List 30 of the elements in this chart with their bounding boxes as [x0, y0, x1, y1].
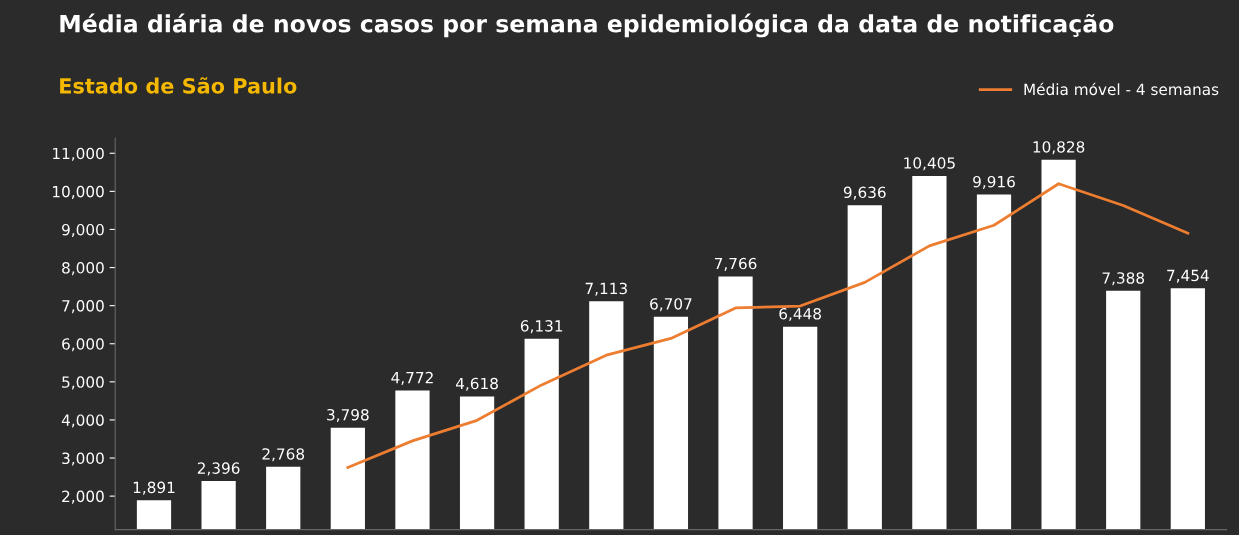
data-label: 4,772	[391, 371, 433, 385]
data-label: 6,131	[520, 320, 563, 334]
y-tick-label: 6,000	[62, 338, 104, 352]
data-label: 3,798	[327, 408, 369, 423]
data-label: 7,454	[1167, 269, 1209, 283]
legend-label: Média móvel - 4 semanas	[1024, 82, 1219, 96]
y-tick-label: 3,000	[62, 452, 104, 466]
data-label: 10,828	[1033, 141, 1085, 155]
data-label: 7,388	[1102, 272, 1145, 286]
data-label: 9,916	[973, 175, 1015, 189]
data-label: 6,448	[779, 308, 821, 322]
y-tick-label: 4,000	[61, 414, 104, 428]
data-label: 4,618	[455, 377, 498, 391]
chart-subtitle: Estado de São Paulo	[60, 77, 297, 94]
data-label: 7,766	[714, 257, 757, 271]
y-tick-label: 8,000	[62, 262, 104, 276]
data-label: 1,891	[133, 481, 175, 495]
y-tick-label: 5,000	[62, 376, 104, 390]
data-label: 10,405	[904, 157, 955, 171]
chart-title: Média diária de novos casos por semana epidemiológica da data de notificação	[60, 13, 1114, 38]
y-tick-label: 11,000	[53, 147, 104, 161]
y-tick-label: 10,000	[53, 185, 104, 199]
data-label: 2,396	[197, 462, 240, 476]
y-tick-label: 9,000	[62, 223, 104, 238]
data-label: 9,636	[843, 186, 886, 200]
data-label: 7,113	[585, 282, 627, 296]
data-label: 2,768	[262, 448, 305, 462]
y-tick-label: 2,000	[62, 490, 104, 504]
y-tick-label: 7,000	[62, 300, 104, 314]
data-label: 6,707	[650, 298, 692, 312]
